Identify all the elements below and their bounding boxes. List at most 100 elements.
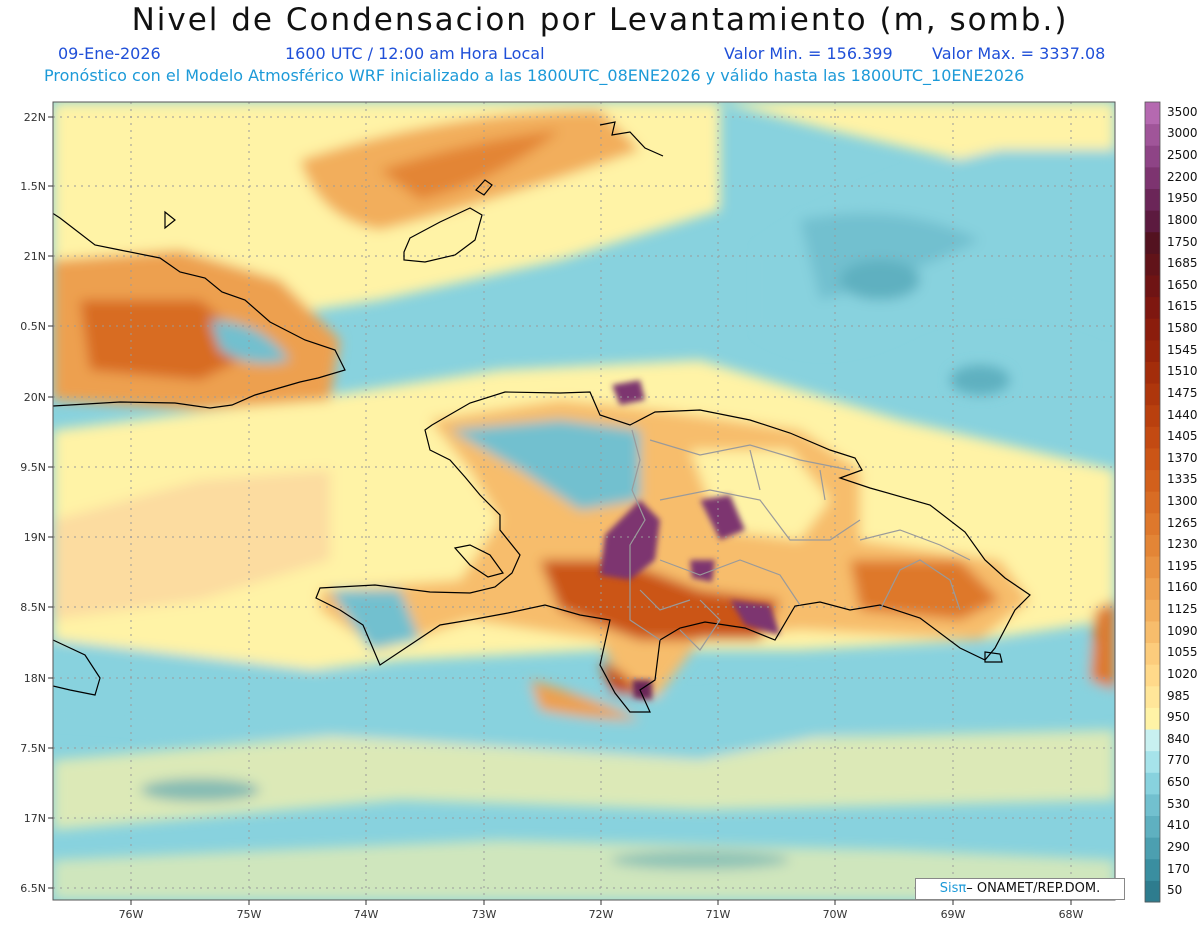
colorbar-swatch-650 bbox=[1145, 772, 1160, 795]
map-title: Nivel de Condensacion por Levantamiento … bbox=[131, 2, 1069, 38]
colorbar-label-1160: 1160 bbox=[1167, 580, 1198, 595]
colorbar-label-1125: 1125 bbox=[1167, 602, 1198, 617]
colorbar-label-1440: 1440 bbox=[1167, 407, 1198, 422]
lat-label-10: 17N bbox=[24, 812, 46, 825]
colorbar-label-1195: 1195 bbox=[1167, 558, 1198, 573]
colorbar bbox=[1145, 102, 1160, 903]
lat-label-6: 19N bbox=[24, 531, 46, 544]
colorbar-swatch-1090 bbox=[1145, 620, 1160, 644]
pi-symbol: π bbox=[958, 881, 967, 896]
condensation-field bbox=[53, 102, 1115, 900]
colorbar-swatch-1510 bbox=[1145, 361, 1160, 384]
colorbar-swatch-170 bbox=[1145, 858, 1160, 881]
lat-label-0: 22N bbox=[24, 111, 46, 124]
colorbar-label-2500: 2500 bbox=[1167, 148, 1198, 163]
colorbar-label-2200: 2200 bbox=[1167, 169, 1198, 184]
colorbar-label-1300: 1300 bbox=[1167, 494, 1198, 508]
colorbar-swatch-1650 bbox=[1145, 274, 1160, 298]
colorbar-label-1750: 1750 bbox=[1167, 234, 1198, 249]
gridlines bbox=[53, 102, 1115, 900]
colorbar-label-1615: 1615 bbox=[1167, 299, 1198, 314]
colorbar-label-1545: 1545 bbox=[1167, 342, 1198, 357]
colorbar-label-1265: 1265 bbox=[1167, 515, 1198, 530]
time-label: 1600 UTC / 12:00 am Hora Local bbox=[285, 44, 545, 63]
colorbar-label-3000: 3000 bbox=[1167, 126, 1198, 141]
colorbar-label-770: 770 bbox=[1167, 753, 1190, 768]
forecast-label: Pronóstico con el Modelo Atmosférico WRF… bbox=[44, 66, 1025, 85]
credit-text: – ONAMET/REP.DOM. bbox=[966, 881, 1101, 896]
value-min-label: Valor Min. = 156.399 bbox=[724, 44, 893, 63]
colorbar-label-840: 840 bbox=[1167, 731, 1190, 746]
colorbar-swatch-1160 bbox=[1145, 577, 1160, 600]
colorbar-swatch-2500 bbox=[1145, 145, 1160, 168]
colorbar-swatch-1195 bbox=[1145, 556, 1160, 579]
colorbar-label-1335: 1335 bbox=[1167, 472, 1198, 487]
colorbar-swatch-1750 bbox=[1145, 231, 1160, 254]
colorbar-label-1950: 1950 bbox=[1167, 191, 1198, 206]
province-boundaries bbox=[629, 429, 971, 651]
colorbar-swatch-1125 bbox=[1145, 599, 1160, 622]
colorbar-swatch-840 bbox=[1145, 729, 1160, 752]
colorbar-label-985: 985 bbox=[1167, 688, 1190, 703]
colorbar-swatch-1950 bbox=[1145, 188, 1160, 211]
coastlines bbox=[53, 121, 1031, 713]
colorbar-swatch-3500 bbox=[1145, 102, 1160, 125]
lat-label-1: 1.5N bbox=[20, 180, 46, 193]
lon-label-2: 74W bbox=[354, 908, 379, 921]
colorbar-swatch-1265 bbox=[1145, 512, 1160, 535]
colorbar-label-650: 650 bbox=[1167, 775, 1190, 790]
colorbar-label-1800: 1800 bbox=[1167, 212, 1198, 227]
colorbar-swatch-530 bbox=[1145, 793, 1160, 817]
colorbar-swatch-1300 bbox=[1145, 491, 1160, 514]
colorbar-swatch-1055 bbox=[1145, 642, 1160, 665]
value-max-label: Valor Max. = 3337.08 bbox=[932, 44, 1106, 63]
colorbar-swatch-1580 bbox=[1145, 318, 1160, 341]
lon-label-7: 69W bbox=[941, 908, 966, 921]
colorbar-swatch-950 bbox=[1145, 707, 1160, 730]
lat-label-7: 8.5N bbox=[20, 601, 46, 614]
colorbar-label-1510: 1510 bbox=[1167, 364, 1198, 379]
colorbar-label-1580: 1580 bbox=[1167, 321, 1198, 336]
colorbar-label-1055: 1055 bbox=[1167, 645, 1198, 660]
lon-label-8: 68W bbox=[1059, 908, 1084, 921]
colorbar-swatch-1335 bbox=[1145, 469, 1160, 492]
lon-label-0: 76W bbox=[119, 908, 144, 921]
lon-label-1: 75W bbox=[237, 908, 262, 921]
colorbar-swatch-50 bbox=[1145, 880, 1160, 903]
plot-frame bbox=[52, 101, 1116, 901]
lat-label-2: 21N bbox=[24, 250, 46, 263]
colorbar-swatch-1405 bbox=[1145, 426, 1160, 449]
colorbar-label-1370: 1370 bbox=[1167, 450, 1198, 465]
colorbar-swatch-290 bbox=[1145, 837, 1160, 860]
colorbar-swatch-1020 bbox=[1145, 664, 1160, 687]
colorbar-label-1405: 1405 bbox=[1167, 429, 1198, 444]
sis-text: Sis bbox=[939, 881, 959, 896]
colorbar-label-410: 410 bbox=[1167, 818, 1190, 833]
lon-label-3: 73W bbox=[472, 908, 497, 921]
colorbar-swatch-985 bbox=[1145, 685, 1160, 708]
colorbar-swatch-1230 bbox=[1145, 534, 1160, 557]
colorbar-label-50: 50 bbox=[1167, 883, 1183, 898]
colorbar-swatch-2200 bbox=[1145, 166, 1160, 189]
colorbar-label-3500: 3500 bbox=[1167, 104, 1198, 119]
colorbar-swatch-1545 bbox=[1145, 339, 1160, 362]
colorbar-label-1090: 1090 bbox=[1167, 623, 1198, 638]
colorbar-swatch-770 bbox=[1145, 750, 1160, 773]
credit-box: Sisπ– ONAMET/REP.DOM. bbox=[915, 878, 1125, 900]
colorbar-label-170: 170 bbox=[1167, 861, 1190, 876]
lat-label-8: 18N bbox=[24, 672, 46, 685]
lat-label-3: 0.5N bbox=[20, 320, 46, 333]
date-label: 09-Ene-2026 bbox=[58, 44, 161, 63]
colorbar-label-1475: 1475 bbox=[1167, 385, 1198, 400]
colorbar-swatch-1440 bbox=[1145, 404, 1160, 427]
lon-label-5: 71W bbox=[706, 908, 731, 921]
colorbar-swatch-1615 bbox=[1145, 296, 1160, 319]
colorbar-swatch-1370 bbox=[1145, 447, 1160, 471]
colorbar-label-1230: 1230 bbox=[1167, 537, 1198, 552]
colorbar-swatch-1685 bbox=[1145, 253, 1160, 276]
lon-label-4: 72W bbox=[589, 908, 614, 921]
colorbar-label-1685: 1685 bbox=[1167, 256, 1198, 271]
colorbar-label-290: 290 bbox=[1167, 839, 1190, 854]
lat-label-4: 20N bbox=[24, 391, 46, 404]
